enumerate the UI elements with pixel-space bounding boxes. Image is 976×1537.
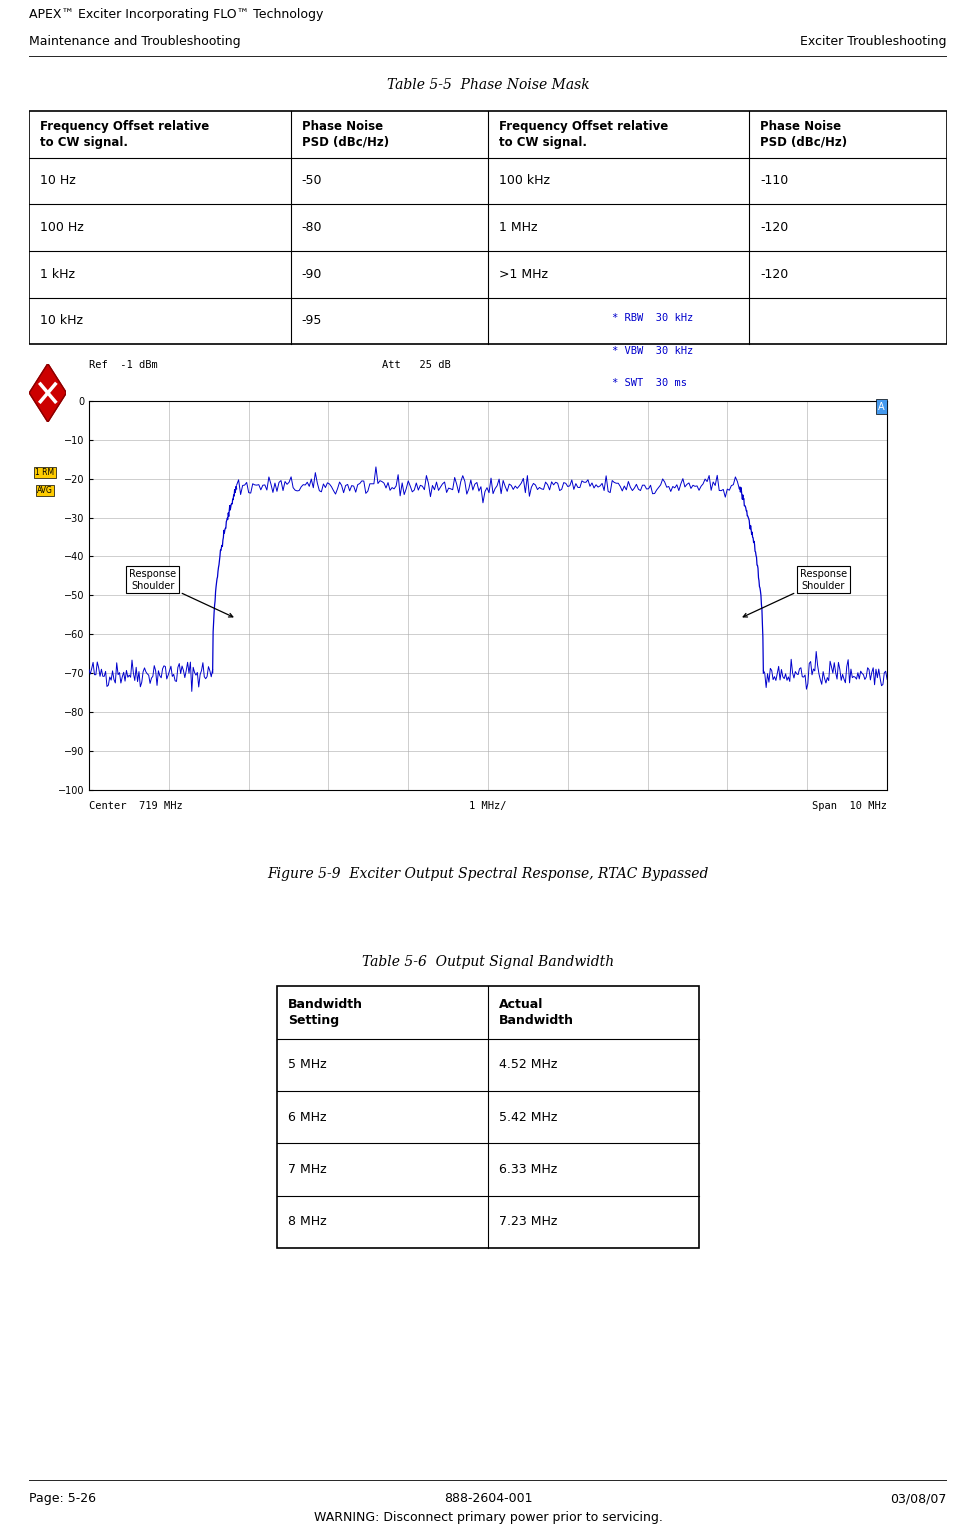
Text: 03/08/07: 03/08/07 [890, 1492, 947, 1505]
Text: 1 RM: 1 RM [35, 469, 55, 478]
Text: Actual
Bandwidth: Actual Bandwidth [499, 998, 574, 1027]
Text: Phase Noise
PSD (dBc/Hz): Phase Noise PSD (dBc/Hz) [302, 120, 388, 149]
Text: WARNING: Disconnect primary power prior to servicing.: WARNING: Disconnect primary power prior … [313, 1511, 663, 1525]
Text: Att   25 dB: Att 25 dB [383, 360, 451, 370]
Bar [29, 111, 947, 344]
Text: 6 MHz: 6 MHz [288, 1111, 327, 1124]
Text: Response
Shoulder: Response Shoulder [129, 569, 233, 616]
Polygon shape [29, 364, 66, 423]
Text: 7 MHz: 7 MHz [288, 1164, 327, 1176]
Text: 100 Hz: 100 Hz [40, 221, 84, 234]
Text: * VBW  30 kHz: * VBW 30 kHz [612, 346, 693, 355]
Text: 100 kHz: 100 kHz [499, 175, 550, 188]
Text: 7.23 MHz: 7.23 MHz [499, 1216, 557, 1228]
Text: -80: -80 [302, 221, 322, 234]
Text: -120: -120 [760, 267, 789, 281]
Text: -110: -110 [760, 175, 789, 188]
Text: 1 MHz: 1 MHz [499, 221, 538, 234]
Text: 888-2604-001: 888-2604-001 [444, 1492, 532, 1505]
Text: Span  10 MHz: Span 10 MHz [812, 801, 887, 812]
Text: * SWT  30 ms: * SWT 30 ms [612, 378, 687, 389]
Text: Ref  -1 dBm: Ref -1 dBm [89, 360, 158, 370]
Text: Figure 5-9  Exciter Output Spectral Response, RTAC Bypassed: Figure 5-9 Exciter Output Spectral Respo… [267, 867, 709, 882]
Text: 1 kHz: 1 kHz [40, 267, 75, 281]
Text: Table 5-5  Phase Noise Mask: Table 5-5 Phase Noise Mask [386, 78, 590, 92]
Text: 4.52 MHz: 4.52 MHz [499, 1059, 557, 1071]
Text: -120: -120 [760, 221, 789, 234]
Text: Phase Noise
PSD (dBc/Hz): Phase Noise PSD (dBc/Hz) [760, 120, 847, 149]
Text: Bandwidth
Setting: Bandwidth Setting [288, 998, 363, 1027]
Text: AVG: AVG [37, 486, 53, 495]
Text: Exciter Troubleshooting: Exciter Troubleshooting [800, 35, 947, 48]
Text: 5 MHz: 5 MHz [288, 1059, 327, 1071]
Text: >1 MHz: >1 MHz [499, 267, 548, 281]
Text: Frequency Offset relative
to CW signal.: Frequency Offset relative to CW signal. [499, 120, 669, 149]
Text: 1 MHz/: 1 MHz/ [469, 801, 507, 812]
Text: -90: -90 [302, 267, 322, 281]
Text: 8 MHz: 8 MHz [288, 1216, 327, 1228]
Text: 6.33 MHz: 6.33 MHz [499, 1164, 557, 1176]
Text: Response
Shoulder: Response Shoulder [743, 569, 847, 616]
Text: -50: -50 [302, 175, 322, 188]
Text: -95: -95 [302, 315, 322, 327]
Text: Center  719 MHz: Center 719 MHz [89, 801, 183, 812]
Text: 5.42 MHz: 5.42 MHz [499, 1111, 557, 1124]
Bar [277, 987, 699, 1248]
Text: APEX™ Exciter Incorporating FLO™ Technology: APEX™ Exciter Incorporating FLO™ Technol… [29, 8, 324, 20]
Text: 10 Hz: 10 Hz [40, 175, 76, 188]
Text: 10 kHz: 10 kHz [40, 315, 83, 327]
Text: Maintenance and Troubleshooting: Maintenance and Troubleshooting [29, 35, 241, 48]
Text: Frequency Offset relative
to CW signal.: Frequency Offset relative to CW signal. [40, 120, 210, 149]
Text: * RBW  30 kHz: * RBW 30 kHz [612, 314, 693, 323]
Text: A: A [878, 401, 885, 412]
Text: Table 5-6  Output Signal Bandwidth: Table 5-6 Output Signal Bandwidth [362, 954, 614, 970]
Text: Page: 5-26: Page: 5-26 [29, 1492, 97, 1505]
